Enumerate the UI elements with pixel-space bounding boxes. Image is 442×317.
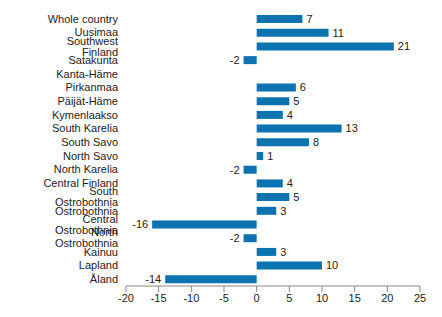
svg-text:-16: -16 — [132, 218, 148, 230]
svg-text:Whole country: Whole country — [48, 13, 119, 25]
svg-text:Päijät-Häme: Päijät-Häme — [57, 95, 118, 107]
svg-text:-20: -20 — [118, 292, 134, 304]
svg-text:-2: -2 — [230, 164, 240, 176]
svg-text:-2: -2 — [230, 54, 240, 66]
svg-text:-15: -15 — [151, 292, 167, 304]
svg-text:3: 3 — [280, 205, 286, 217]
svg-text:Lapland: Lapland — [79, 259, 118, 271]
svg-text:8: 8 — [313, 136, 319, 148]
svg-text:North Karelia: North Karelia — [54, 163, 119, 175]
svg-text:20: 20 — [381, 292, 393, 304]
svg-text:-10: -10 — [183, 292, 199, 304]
svg-text:4: 4 — [287, 109, 293, 121]
svg-text:-5: -5 — [219, 292, 229, 304]
svg-text:North Savo: North Savo — [63, 150, 118, 162]
svg-text:Kainuu: Kainuu — [84, 246, 118, 258]
svg-text:10: 10 — [326, 259, 338, 271]
svg-text:South Savo: South Savo — [61, 136, 118, 148]
svg-text:South Karelia: South Karelia — [52, 122, 119, 134]
svg-text:-14: -14 — [145, 273, 161, 285]
svg-text:7: 7 — [306, 13, 312, 25]
svg-text:Kanta-Häme: Kanta-Häme — [56, 68, 118, 80]
svg-text:Kymenlaakso: Kymenlaakso — [52, 109, 118, 121]
svg-text:Pirkanmaa: Pirkanmaa — [65, 81, 118, 93]
svg-text:15: 15 — [349, 292, 361, 304]
svg-text:3: 3 — [280, 246, 286, 258]
svg-text:4: 4 — [287, 177, 293, 189]
svg-text:25: 25 — [414, 292, 426, 304]
svg-text:21: 21 — [398, 40, 410, 52]
svg-text:1: 1 — [267, 150, 273, 162]
svg-text:5: 5 — [293, 191, 299, 203]
svg-text:10: 10 — [316, 292, 328, 304]
svg-text:5: 5 — [293, 95, 299, 107]
svg-text:-2: -2 — [230, 232, 240, 244]
svg-text:13: 13 — [346, 122, 358, 134]
svg-text:0: 0 — [254, 292, 260, 304]
svg-text:11: 11 — [333, 27, 344, 39]
svg-text:Åland: Åland — [90, 273, 118, 285]
svg-text:5: 5 — [286, 292, 292, 304]
svg-text:Satakunta: Satakunta — [68, 54, 118, 66]
svg-text:6: 6 — [300, 81, 306, 93]
